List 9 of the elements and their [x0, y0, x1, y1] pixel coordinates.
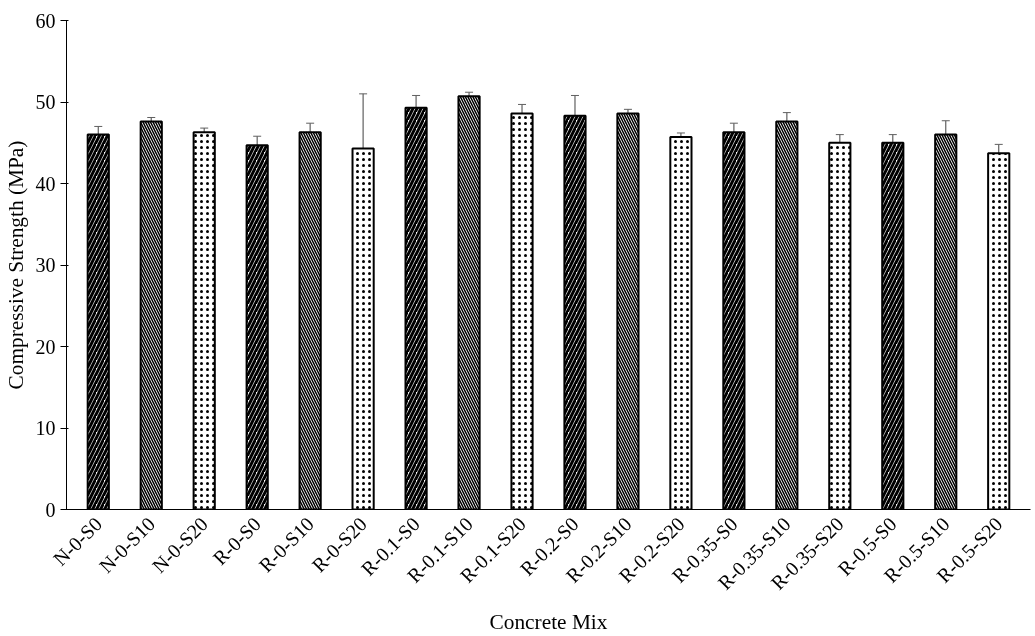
y-tick-label: 50 [35, 91, 56, 113]
y-tick-label: 40 [35, 172, 56, 195]
x-axis-title: Concrete Mix [489, 609, 608, 634]
y-tick-label: 10 [35, 417, 56, 439]
y-axis-title: Compressive Strength (MPa) [3, 140, 28, 390]
y-tick-label: 20 [35, 335, 56, 358]
y-tick-label: 0 [45, 498, 56, 521]
y-tick-label: 30 [35, 254, 56, 276]
y-tick-label: 60 [35, 9, 56, 32]
